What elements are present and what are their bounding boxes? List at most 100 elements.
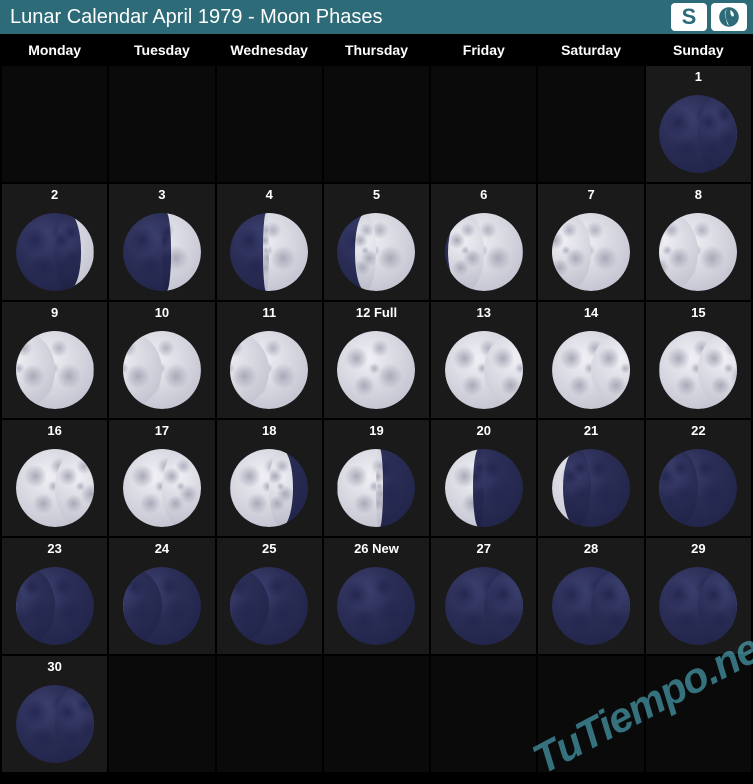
day-number: 10 bbox=[155, 302, 169, 322]
moon-phase-icon bbox=[659, 331, 737, 409]
calendar-cell-empty bbox=[217, 66, 322, 182]
moon-phase-icon bbox=[123, 567, 201, 645]
calendar-cell: 11 bbox=[217, 302, 322, 418]
calendar-cell-empty bbox=[538, 66, 643, 182]
calendar-cell: 6 bbox=[431, 184, 536, 300]
day-number: 15 bbox=[691, 302, 705, 322]
day-number: 5 bbox=[373, 184, 380, 204]
calendar-cell: 27 bbox=[431, 538, 536, 654]
moon-phase-icon bbox=[337, 449, 415, 527]
calendar-cell-empty bbox=[2, 66, 107, 182]
calendar-cell: 7 bbox=[538, 184, 643, 300]
calendar-cell: 25 bbox=[217, 538, 322, 654]
day-number: 13 bbox=[477, 302, 491, 322]
moon-phase-icon bbox=[16, 567, 94, 645]
calendar-header: Lunar Calendar April 1979 - Moon Phases … bbox=[0, 0, 753, 34]
day-number: 29 bbox=[691, 538, 705, 558]
moon-phase-icon bbox=[659, 567, 737, 645]
moon-phase-icon bbox=[123, 331, 201, 409]
moon-wrap bbox=[16, 440, 94, 536]
day-number: 19 bbox=[369, 420, 383, 440]
header-icons: S bbox=[671, 3, 747, 31]
moon-phase-icon bbox=[552, 449, 630, 527]
moon-wrap bbox=[16, 204, 94, 300]
moon-wrap bbox=[16, 558, 94, 654]
day-number: 27 bbox=[477, 538, 491, 558]
moon-phase-icon bbox=[659, 95, 737, 173]
day-number: 14 bbox=[584, 302, 598, 322]
calendar-cell: 9 bbox=[2, 302, 107, 418]
day-number: 30 bbox=[47, 656, 61, 676]
calendar-cell: 1 bbox=[646, 66, 751, 182]
moon-wrap bbox=[230, 440, 308, 536]
moon-phase-icon bbox=[445, 449, 523, 527]
moon-wrap bbox=[337, 204, 415, 300]
moon-wrap bbox=[659, 558, 737, 654]
day-number: 25 bbox=[262, 538, 276, 558]
day-number: 3 bbox=[158, 184, 165, 204]
day-header: Wednesday bbox=[217, 36, 322, 64]
south-hemisphere-icon[interactable]: S bbox=[671, 3, 707, 31]
calendar-cell: 4 bbox=[217, 184, 322, 300]
calendar-cell: 18 bbox=[217, 420, 322, 536]
moon-wrap bbox=[230, 204, 308, 300]
calendar-cell: 28 bbox=[538, 538, 643, 654]
calendar-cell: 2 bbox=[2, 184, 107, 300]
moon-wrap bbox=[659, 204, 737, 300]
calendar-cell-empty bbox=[324, 66, 429, 182]
moon-wrap bbox=[123, 322, 201, 418]
moon-phase-icon bbox=[659, 213, 737, 291]
day-number: 7 bbox=[587, 184, 594, 204]
moon-wrap bbox=[230, 322, 308, 418]
day-number: 4 bbox=[266, 184, 273, 204]
calendar-cell: 15 bbox=[646, 302, 751, 418]
moon-phase-icon bbox=[552, 567, 630, 645]
moon-phase-icon bbox=[445, 331, 523, 409]
day-header: Friday bbox=[431, 36, 536, 64]
moon-wrap bbox=[659, 322, 737, 418]
calendar-cell-empty bbox=[109, 66, 214, 182]
moon-wrap bbox=[123, 558, 201, 654]
calendar-cell: 20 bbox=[431, 420, 536, 536]
moon-wrap bbox=[337, 322, 415, 418]
globe-south-america-icon[interactable] bbox=[711, 3, 747, 31]
day-number: 28 bbox=[584, 538, 598, 558]
day-header: Saturday bbox=[538, 36, 643, 64]
moon-wrap bbox=[445, 322, 523, 418]
calendar-cell: 3 bbox=[109, 184, 214, 300]
moon-wrap bbox=[445, 440, 523, 536]
day-number: 18 bbox=[262, 420, 276, 440]
moon-wrap bbox=[552, 322, 630, 418]
calendar-cell: 10 bbox=[109, 302, 214, 418]
moon-phase-icon bbox=[337, 213, 415, 291]
calendar-cell: 19 bbox=[324, 420, 429, 536]
calendar-cell: 23 bbox=[2, 538, 107, 654]
calendar-cell: 22 bbox=[646, 420, 751, 536]
moon-phase-icon bbox=[337, 567, 415, 645]
moon-wrap bbox=[123, 440, 201, 536]
calendar-cell: 24 bbox=[109, 538, 214, 654]
moon-wrap bbox=[552, 558, 630, 654]
calendar-cell: 13 bbox=[431, 302, 536, 418]
calendar-cell: 16 bbox=[2, 420, 107, 536]
calendar-cell: 26 New bbox=[324, 538, 429, 654]
calendar-cell: 29 bbox=[646, 538, 751, 654]
moon-wrap bbox=[445, 204, 523, 300]
day-number: 22 bbox=[691, 420, 705, 440]
moon-phase-icon bbox=[552, 331, 630, 409]
moon-phase-icon bbox=[337, 331, 415, 409]
day-header: Thursday bbox=[324, 36, 429, 64]
moon-wrap bbox=[230, 558, 308, 654]
moon-phase-icon bbox=[230, 331, 308, 409]
moon-phase-icon bbox=[230, 567, 308, 645]
day-number: 8 bbox=[695, 184, 702, 204]
moon-wrap bbox=[659, 440, 737, 536]
moon-phase-icon bbox=[445, 567, 523, 645]
day-number: 6 bbox=[480, 184, 487, 204]
moon-wrap bbox=[337, 558, 415, 654]
moon-wrap bbox=[445, 558, 523, 654]
moon-phase-icon bbox=[123, 213, 201, 291]
day-number: 12 Full bbox=[356, 302, 397, 322]
moon-wrap bbox=[659, 86, 737, 182]
calendar-cell: 14 bbox=[538, 302, 643, 418]
